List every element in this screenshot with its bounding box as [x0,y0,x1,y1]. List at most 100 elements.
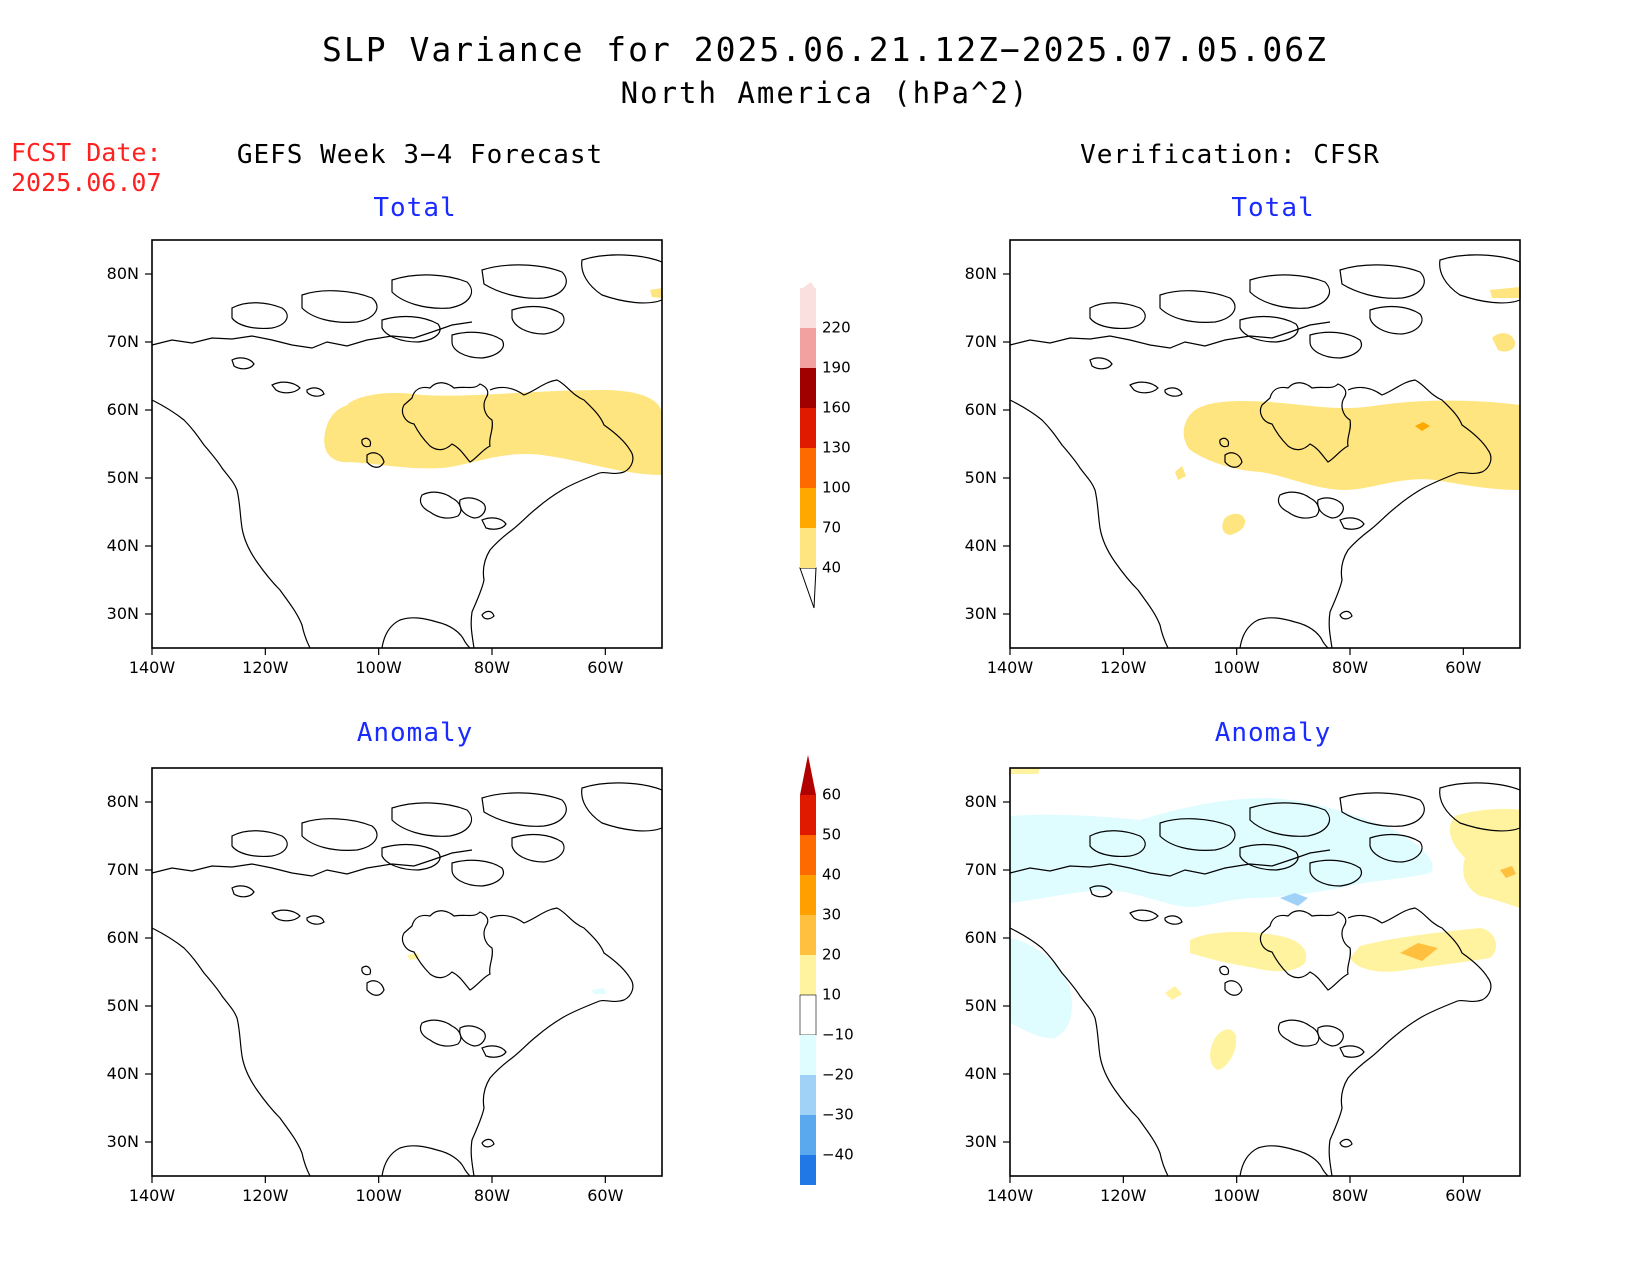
coastlines [1009,254,1521,649]
anomaly-spot-pos [407,953,420,960]
colorbar-anomaly-swatch [800,1155,816,1185]
colorbar-total-swatch [800,408,816,448]
colorbar-anomaly-swatch [800,835,816,875]
lat-tick-label: 70N [106,860,139,879]
coastline [151,321,473,349]
lon-tick-label: 120W [1100,658,1147,677]
coastline [271,381,301,394]
coastline [306,387,325,397]
variance-area-40-c [1175,466,1186,480]
coastline [366,980,385,996]
lat-tick-label: 60N [106,928,139,947]
column-title-gefs: GEFS Week 3−4 Forecast [236,140,604,170]
anomaly-neg-arctic [1010,798,1433,907]
column-title-cfsr: Verification: CFSR [1080,140,1380,170]
coastline [1439,782,1521,832]
colorbar-total-label: 160 [822,399,851,417]
colorbar-total-swatch [800,328,816,368]
anomaly-pos-arctic-east [1449,808,1520,908]
lon-tick-label: 100W [355,658,402,677]
coastline [1277,491,1320,519]
coastline [151,399,311,649]
coastline [1369,305,1423,335]
coastline [481,1138,495,1148]
colorbar-anomaly-swatch [800,915,816,955]
coastline [481,517,507,530]
panel-title-cfsr-anomaly: Anomaly [1214,718,1332,748]
lon-tick-label: 60W [1445,658,1482,677]
map-cfsr-total-svg [1003,239,1521,655]
colorbar-anomaly-label: −30 [822,1106,854,1124]
coastline [1089,302,1146,330]
coastline [231,357,255,370]
lon-tick-label: 120W [1100,1186,1147,1205]
coastline [470,907,634,1177]
fcst-date-caption: FCST Date: [11,138,162,167]
lon-tick-label: 140W [986,658,1034,677]
lat-tick-label: 50N [106,996,139,1015]
lat-tick-label: 30N [106,1132,139,1151]
colorbar-anomaly-swatch [799,994,817,1036]
lon-tick-label: 120W [242,658,289,677]
map-gefs-total-svg [145,239,663,655]
coastline [1309,331,1362,359]
coastline [1239,617,1329,649]
map-gefs-total: 80N 70N 60N 50N 40N 30N 140W 120W 100W 80W 60W [107,239,663,677]
panel-title-gefs-anomaly: Anomaly [356,718,474,748]
anomaly-pos-strong-b [1500,866,1516,878]
lon-tick-label: 100W [1213,658,1260,677]
coastline [459,1025,486,1047]
lat-tick-label: 40N [964,536,997,555]
lat-tick-label: 50N [964,468,997,487]
coastline [1089,885,1113,898]
anomaly-pos-nw [1010,768,1040,774]
lon-tick-label: 80W [473,658,511,677]
variance-area-40 [1183,400,1520,490]
lon-tick-label: 60W [587,658,624,677]
coastline [1259,382,1352,463]
coastline [301,818,378,851]
coastline [1164,915,1183,925]
coastline [1224,452,1243,468]
lon-tick-label: 100W [355,1186,402,1205]
map-cfsr-total: 80N 70N 60N 50N 40N 30N 140W 120W 100W 80W 60W [965,239,1521,677]
coastline [1339,1045,1365,1058]
coastline [381,315,441,343]
coastline [1089,830,1146,858]
coastline [1129,381,1159,394]
coastline [1159,290,1236,323]
coastline [451,859,504,887]
coastline [1224,980,1243,996]
colorbar-anomaly-swatch [800,1115,816,1155]
shading-gefs-total [324,288,662,475]
coastline [1239,843,1299,871]
coastline [1339,610,1353,620]
coastline [1239,1145,1329,1177]
colorbar-anomaly-swatch [800,875,816,915]
anomaly-pos-small [1165,986,1182,1000]
coastline [1317,497,1344,519]
lat-tick-label: 80N [106,264,139,283]
coastline [1328,379,1492,649]
coastline [1277,1019,1320,1047]
lat-tick-label: 40N [106,1064,139,1083]
coastline [1309,859,1362,887]
coastline [581,782,663,832]
coastline [1089,357,1113,370]
lon-tick-label: 100W [1213,1186,1260,1205]
lon-tick-label: 60W [1445,1186,1482,1205]
lon-tick-label: 80W [1331,1186,1369,1205]
coastline [381,617,471,649]
coastline [1239,315,1299,343]
coastline [1009,927,1169,1177]
coastline [401,382,494,463]
colorbar-total-upper-extension [800,282,816,290]
variance-area-40-corner [650,288,662,298]
lon-tick-label: 140W [986,1186,1034,1205]
lon-tick-label: 140W [128,658,176,677]
coastline [1328,907,1492,1177]
colorbar-anomaly-label: 30 [822,906,841,924]
colorbar-anomaly-label: 20 [822,946,841,964]
shading-cfsr-anomaly [1010,768,1520,1070]
colorbar-total-label: 70 [822,519,841,537]
